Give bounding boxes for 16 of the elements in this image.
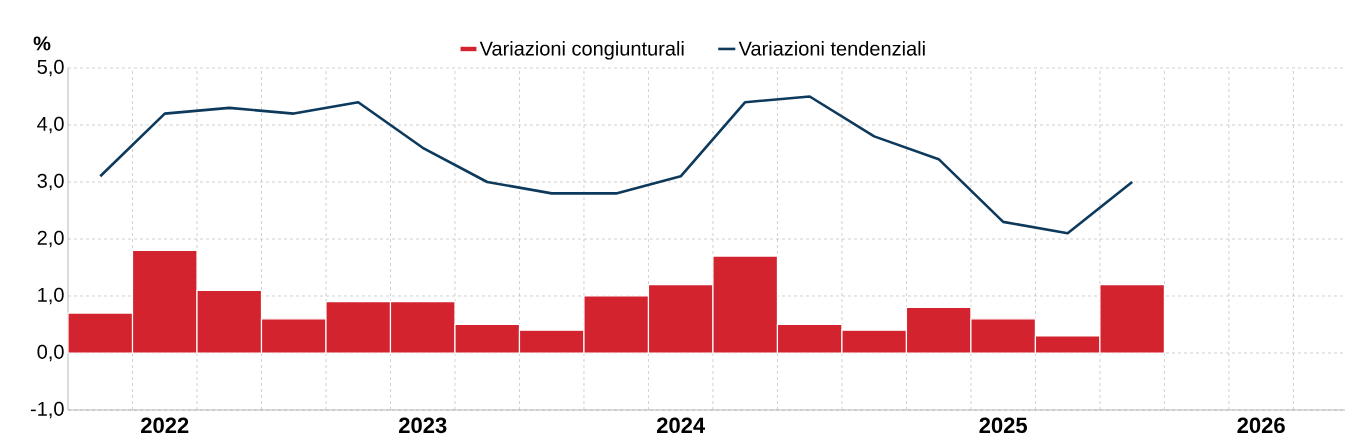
y-tick-label: -1,0 <box>30 401 64 419</box>
y-tick-label: 4,0 <box>37 116 64 134</box>
y-tick-label: 5,0 <box>37 59 64 77</box>
y-tick-label: 2,0 <box>37 230 64 248</box>
y-tick-label: 1,0 <box>38 287 64 305</box>
y-axis-title: % <box>33 36 51 51</box>
x-tick-label: 2025 <box>979 417 1028 434</box>
y-tick-label: 3,0 <box>37 173 64 191</box>
line-series <box>98 95 1134 235</box>
y-tick-label: 0,0 <box>37 344 64 362</box>
x-tick-label: 2023 <box>399 417 447 434</box>
x-tick-label: 2022 <box>141 417 189 434</box>
legend-label: Variazioni tendenziali <box>738 40 925 56</box>
x-tick-label: 2026 <box>1237 417 1285 434</box>
x-tick-label: 2024 <box>657 417 706 434</box>
legend-label: Variazioni congiunturali <box>479 40 684 60</box>
